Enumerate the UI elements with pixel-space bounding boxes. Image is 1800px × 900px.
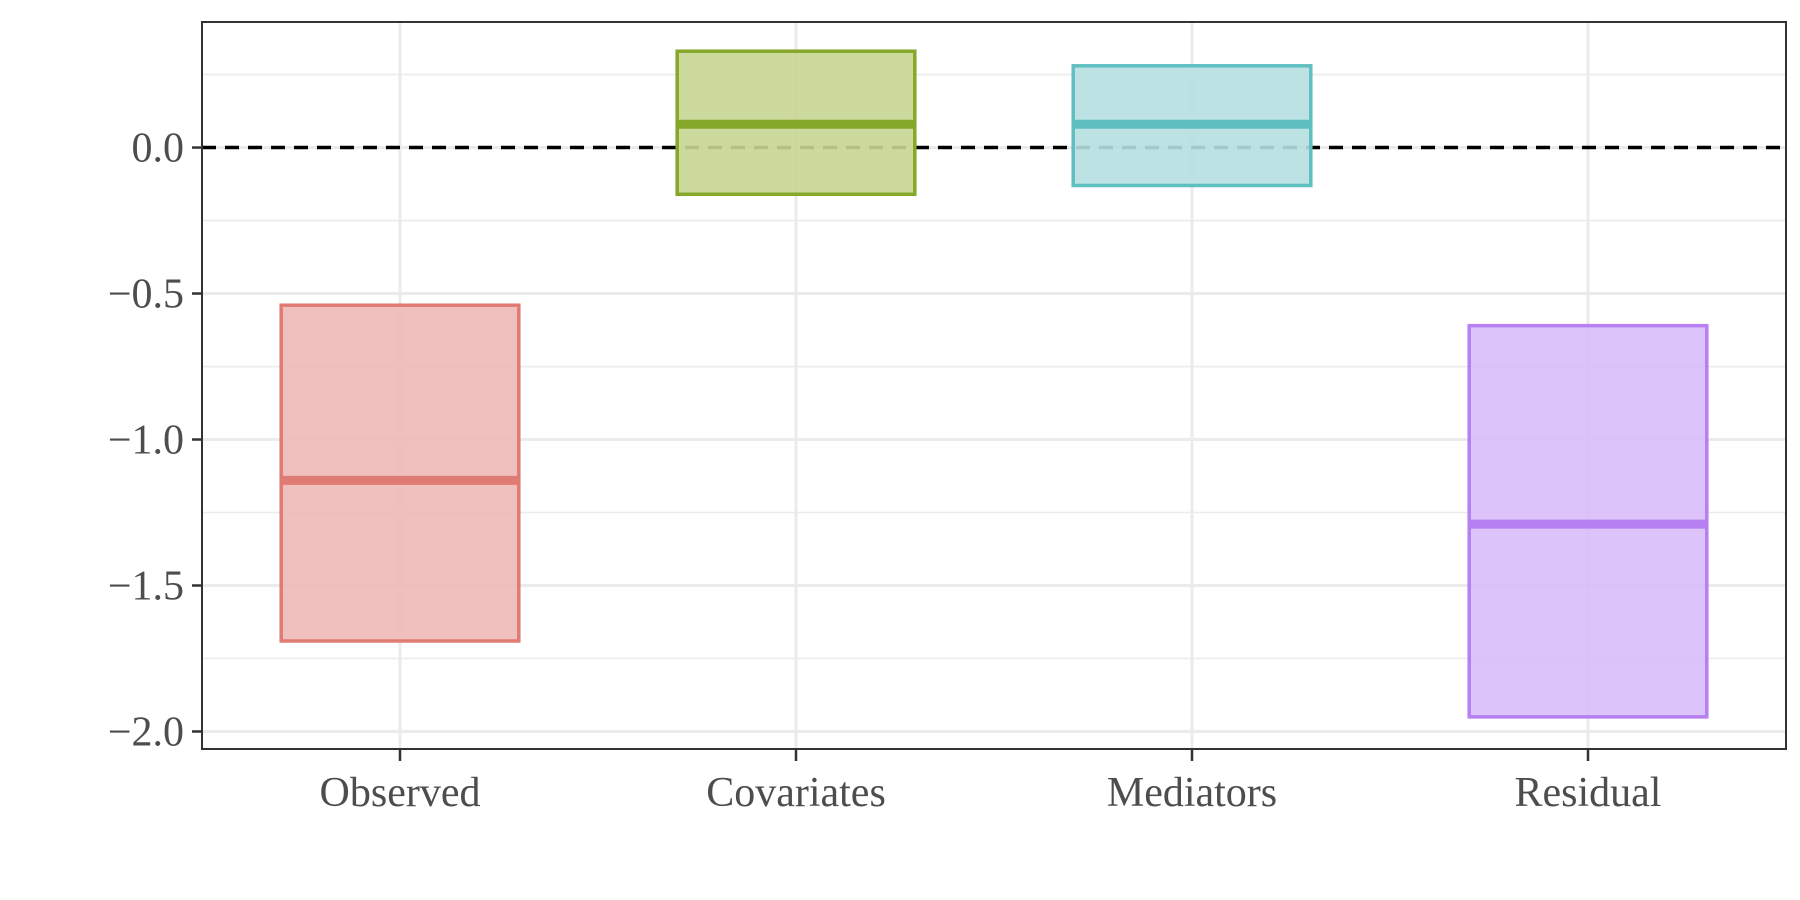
y-axis: 0.0 −0.5 −1.0 −1.5 −2.0 <box>108 126 202 755</box>
panel-border <box>201 21 1787 750</box>
crossbar-residual <box>1467 323 1709 719</box>
x-tick-label: Covariates <box>706 770 886 816</box>
crossbar-observed <box>279 303 521 643</box>
crossbar-box <box>279 303 521 643</box>
y-tick-label: −2.0 <box>108 709 184 755</box>
crossbars <box>279 49 1709 719</box>
crossbar-mediators <box>1071 64 1313 188</box>
x-tick-label: Mediators <box>1107 770 1277 816</box>
x-tick-label: Residual <box>1515 770 1662 816</box>
crossbar-covariates <box>675 49 917 197</box>
y-tick-label: −1.5 <box>108 563 184 609</box>
y-tick-label: 0.0 <box>132 126 185 172</box>
y-tick-label: −1.0 <box>108 418 184 464</box>
x-axis: Observed Covariates Mediators Residual <box>320 749 1662 816</box>
y-tick-label: −0.5 <box>108 272 184 318</box>
x-tick-label: Observed <box>320 770 481 816</box>
